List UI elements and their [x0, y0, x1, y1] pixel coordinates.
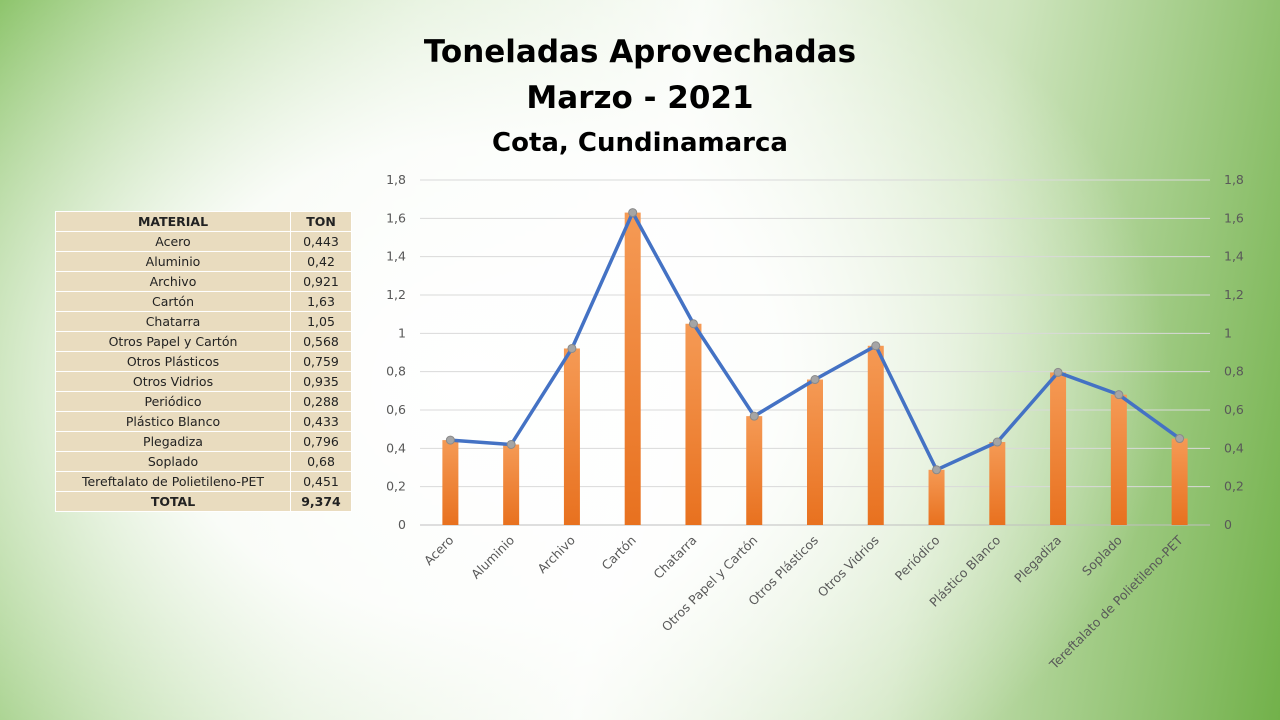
- line-point: [628, 208, 638, 218]
- bar: [928, 469, 945, 525]
- table-row: Plegadiza 0,796: [55, 431, 352, 452]
- x-tick-label: Tereftalato de Polietileno-PET: [1046, 532, 1186, 672]
- material-cell: TOTAL: [55, 491, 291, 512]
- table-row: Tereftalato de Polietileno-PET 0,451: [55, 471, 352, 492]
- y-tick-label-left: 1,6: [386, 210, 406, 225]
- y-tick-label-left: 1: [398, 325, 406, 340]
- ton-cell: 0,42: [290, 251, 352, 272]
- y-tick-label-right: 0: [1224, 517, 1232, 532]
- x-tick-label: Acero: [421, 533, 457, 569]
- material-cell: Otros Vidrios: [55, 371, 291, 392]
- x-tick-label: Aluminio: [468, 533, 517, 582]
- bar: [867, 345, 884, 525]
- ton-cell: 0,288: [290, 391, 352, 412]
- material-cell: Soplado: [55, 451, 291, 472]
- y-tick-label-left: 1,8: [386, 172, 406, 187]
- x-tick-label: Soplado: [1079, 533, 1125, 579]
- y-tick-label-right: 1,4: [1224, 249, 1244, 264]
- y-tick-label-right: 0,6: [1224, 402, 1244, 417]
- y-tick-label-right: 1,6: [1224, 210, 1244, 225]
- y-tick-label-left: 1,2: [386, 287, 406, 302]
- bar: [1110, 394, 1127, 525]
- material-cell: Periódico: [55, 391, 291, 412]
- table-total-row: TOTAL 9,374: [55, 491, 352, 512]
- table-row: Plástico Blanco 0,433: [55, 411, 352, 432]
- bar: [807, 379, 823, 525]
- material-cell: Tereftalato de Polietileno-PET: [55, 471, 291, 492]
- material-table: MATERIAL TON Acero 0,443 Aluminio 0,42 Archivo…: [55, 211, 352, 512]
- y-tick-label-left: 0,8: [386, 364, 406, 379]
- table-row: Chatarra 1,05: [55, 311, 352, 332]
- bar: [624, 212, 641, 526]
- line-point: [749, 411, 759, 421]
- y-tick-label-right: 1,2: [1224, 287, 1244, 302]
- y-tick-label-right: 0,2: [1224, 479, 1244, 494]
- ton-cell: TON: [290, 211, 352, 232]
- line-point: [688, 319, 698, 329]
- x-tick-label: Plegadiza: [1011, 533, 1064, 586]
- table-row: Periódico 0,288: [55, 391, 352, 412]
- ton-cell: 0,796: [290, 431, 352, 452]
- material-cell: Plegadiza: [55, 431, 291, 452]
- y-tick-label-left: 0,6: [386, 402, 406, 417]
- table-row: Cartón 1,63: [55, 291, 352, 312]
- bar: [1050, 372, 1067, 525]
- y-tick-label-left: 0,4: [386, 440, 406, 455]
- ton-cell: 0,921: [290, 271, 352, 292]
- ton-cell: 0,68: [290, 451, 352, 472]
- bar: [442, 440, 459, 525]
- chart-subtitle: Marzo - 2021: [526, 80, 754, 116]
- bar: [563, 348, 580, 525]
- y-tick-label-left: 0: [398, 517, 406, 532]
- x-tick-label: Periódico: [892, 533, 943, 584]
- x-tick-label: Otros Vidrios: [815, 533, 882, 600]
- line-point: [567, 343, 577, 353]
- table-header: MATERIAL TON: [55, 211, 352, 232]
- x-tick-label: Archivo: [534, 533, 578, 577]
- y-tick-label-right: 0,4: [1224, 440, 1244, 455]
- table-row: Otros Plásticos 0,759: [55, 351, 352, 372]
- table-row: Aluminio 0,42: [55, 251, 352, 272]
- line-point: [871, 341, 881, 351]
- y-tick-label-left: 0,2: [386, 479, 406, 494]
- ton-cell: 9,374: [290, 491, 352, 512]
- x-tick-label: Chatarra: [650, 533, 699, 582]
- ton-cell: 1,05: [290, 311, 352, 332]
- line-point: [506, 440, 516, 449]
- bar: [1171, 438, 1188, 525]
- line-point: [445, 435, 455, 445]
- line-point: [1114, 390, 1124, 400]
- bar: [503, 444, 520, 525]
- ton-cell: 0,433: [290, 411, 352, 432]
- x-tick-label: Cartón: [599, 533, 639, 573]
- material-cell: Aluminio: [55, 251, 291, 272]
- line-point: [810, 375, 820, 385]
- bar: [989, 442, 1006, 525]
- bar: [746, 416, 763, 525]
- y-tick-label-right: 1: [1224, 325, 1232, 340]
- table-row: Soplado 0,68: [55, 451, 352, 472]
- ton-cell: 0,568: [290, 331, 352, 352]
- material-cell: Otros Plásticos: [55, 351, 291, 372]
- ton-cell: 1,63: [290, 291, 352, 312]
- line-point: [992, 437, 1002, 447]
- y-tick-label-right: 1,8: [1224, 172, 1244, 187]
- chart-location: Cota, Cundinamarca: [492, 128, 788, 158]
- line-point: [932, 465, 942, 475]
- y-tick-label-right: 0,8: [1224, 364, 1244, 379]
- chart-title: Toneladas Aprovechadas: [423, 34, 857, 70]
- bar: [685, 323, 702, 525]
- line-point: [1175, 434, 1185, 444]
- y-tick-label-left: 1,4: [386, 249, 406, 264]
- ton-cell: 0,451: [290, 471, 352, 492]
- ton-cell: 0,759: [290, 351, 352, 372]
- line-point: [1053, 367, 1063, 377]
- material-cell: Cartón: [55, 291, 291, 312]
